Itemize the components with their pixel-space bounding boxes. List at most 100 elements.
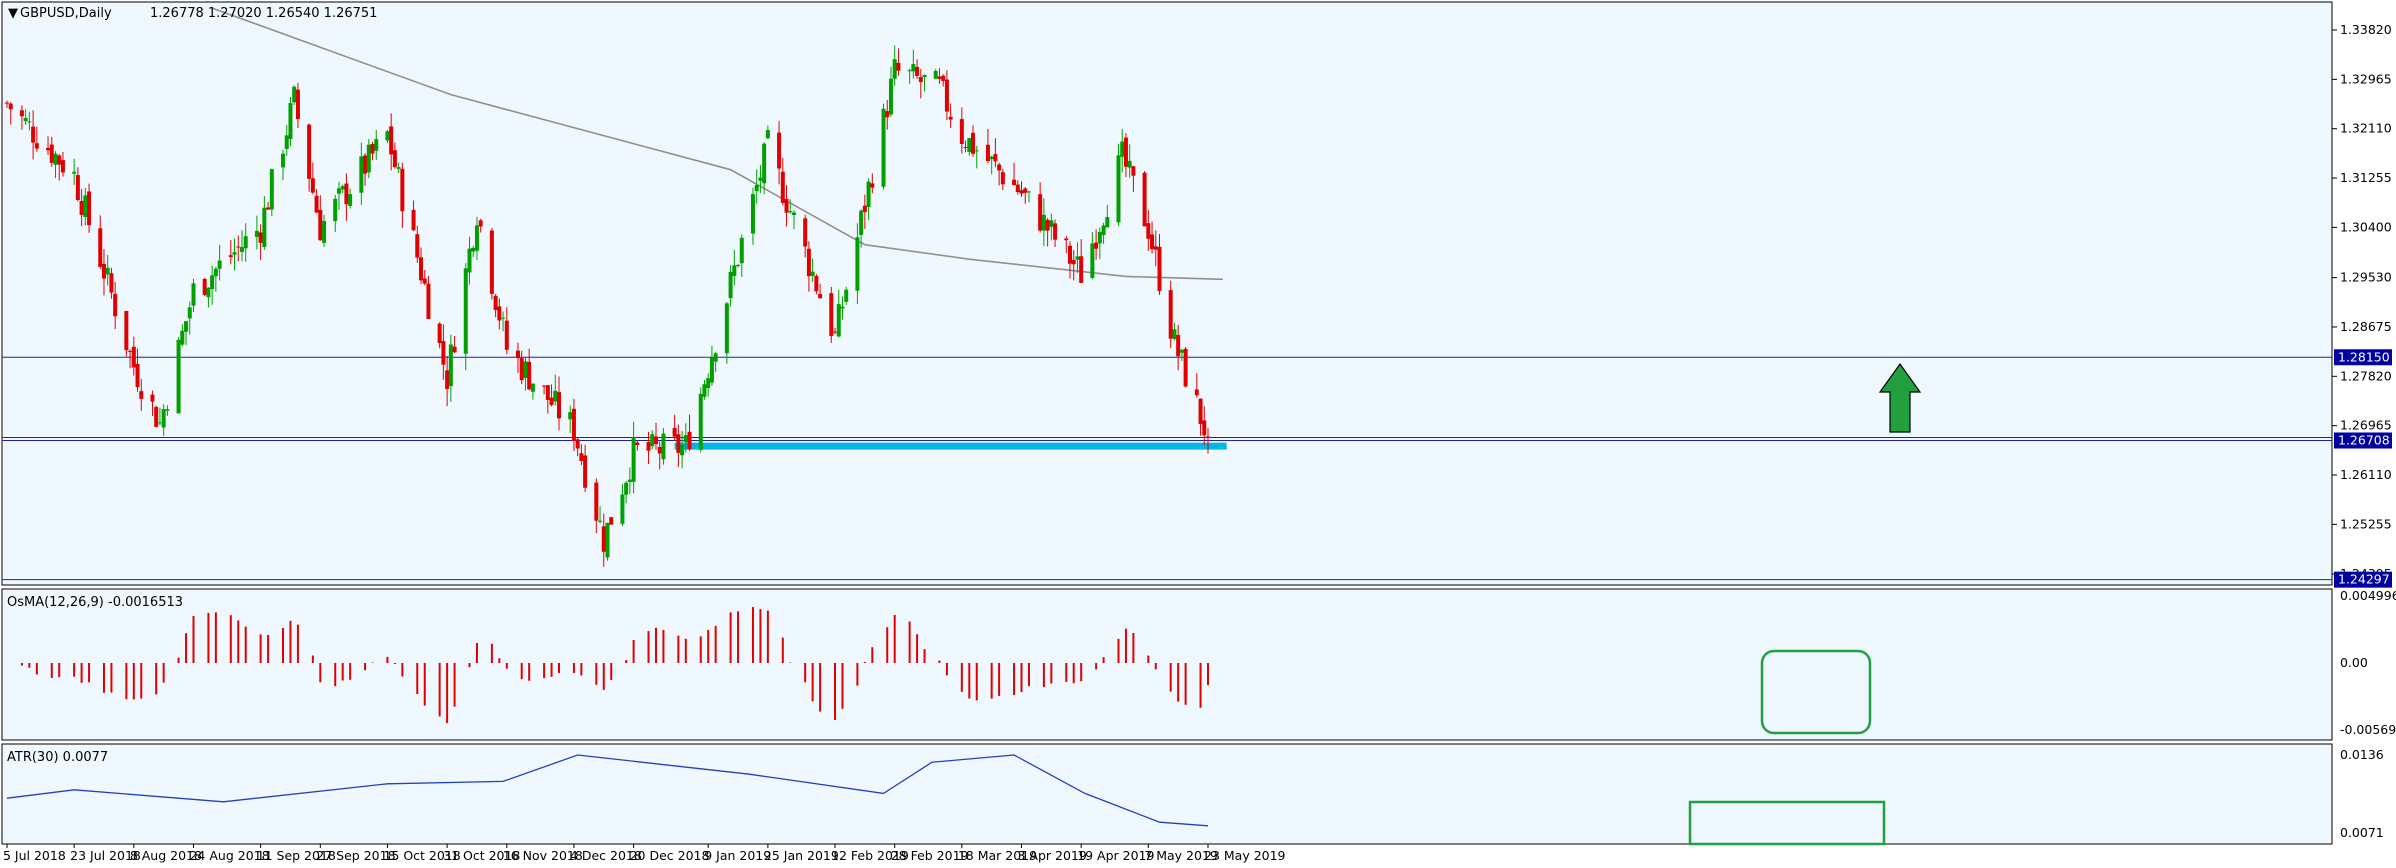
date-tick-label: 23 Jul 2018 <box>70 848 141 863</box>
candle-body <box>583 455 588 488</box>
candle-body <box>1168 290 1173 339</box>
candle-body <box>411 209 416 231</box>
candle-body <box>318 209 323 241</box>
atr-panel[interactable] <box>1 743 2333 845</box>
candle-body <box>1123 137 1128 167</box>
candle-body <box>463 268 468 354</box>
osma-panel[interactable] <box>1 588 2333 741</box>
candle-body <box>254 230 259 237</box>
candle-body <box>888 78 893 115</box>
candle-body <box>605 522 610 558</box>
candle-body <box>322 220 327 243</box>
candle-body <box>713 353 718 362</box>
candle-body <box>1105 217 1110 228</box>
candle-body <box>452 346 457 353</box>
price-tick-label: 1.30400 <box>2340 219 2392 234</box>
candle-body <box>53 153 58 165</box>
candle-body <box>762 143 767 184</box>
candle-body <box>370 143 375 154</box>
candle-body <box>1146 223 1151 239</box>
candle-body <box>997 164 1002 171</box>
candle-body <box>1026 191 1031 193</box>
dropdown-triangle-icon[interactable]: ▼ <box>8 6 18 21</box>
candle-body <box>1000 172 1005 185</box>
candle-body <box>739 237 744 264</box>
candle-body <box>295 89 300 120</box>
candle-body <box>1179 349 1184 353</box>
candle-body <box>750 194 755 234</box>
candle-body <box>228 255 233 258</box>
candle-body <box>993 154 998 162</box>
candle-body <box>736 264 741 266</box>
candle-body <box>422 278 427 284</box>
date-tick-label: 3 Apr 2019 <box>1018 848 1087 863</box>
candle-body <box>959 119 964 145</box>
candle-body <box>1015 184 1020 193</box>
candle-body <box>493 295 498 311</box>
candle-body <box>881 108 886 187</box>
candle-body <box>818 293 823 299</box>
candle-body <box>8 103 13 110</box>
candle-body <box>478 220 483 227</box>
candle-body <box>314 195 319 213</box>
price-tick-label: 1.25255 <box>2340 516 2392 531</box>
candle-body <box>109 273 114 293</box>
candle-body <box>971 132 976 154</box>
candle-body <box>210 275 215 290</box>
candle-body <box>896 62 901 71</box>
candle-body <box>396 167 401 169</box>
candle-body <box>310 178 315 193</box>
candle-body <box>840 306 845 309</box>
price-panel[interactable] <box>1 1 2333 586</box>
candle-body <box>489 230 494 294</box>
candle-body <box>635 442 640 446</box>
up-arrow-icon <box>1878 362 1922 433</box>
candle-body <box>262 207 267 247</box>
candle-body <box>1075 256 1080 260</box>
candle-body <box>497 306 502 321</box>
candle-body <box>366 144 371 173</box>
candle-body <box>594 482 599 521</box>
candle-body <box>568 412 573 420</box>
candle-body <box>650 434 655 447</box>
candle-body <box>515 350 520 359</box>
candle-body <box>217 260 222 269</box>
candle-body <box>135 364 140 388</box>
candle-body <box>829 293 834 336</box>
atr-tick-label: 0.0136 <box>2340 747 2384 762</box>
candle-body <box>571 408 576 441</box>
candle-body <box>1101 225 1106 236</box>
candle-body <box>941 75 946 81</box>
date-tick-label: 18 Mar 2019 <box>958 848 1037 863</box>
candle-body <box>501 317 506 319</box>
chart-ohlc: 1.26778 1.27020 1.26540 1.26751 <box>150 6 377 21</box>
candle-body <box>437 323 442 344</box>
candle-body <box>1045 219 1050 231</box>
candle-body <box>519 358 524 381</box>
candle-body <box>937 76 942 79</box>
candle-body <box>27 121 32 123</box>
candle-body <box>542 385 547 387</box>
candle-body <box>83 195 88 217</box>
candle-body <box>680 445 685 456</box>
candle-body <box>400 168 405 212</box>
candle-body <box>653 436 658 445</box>
candle-body <box>814 276 819 292</box>
candle-body <box>579 453 584 461</box>
candle-body <box>933 70 938 79</box>
candle-body <box>504 320 509 350</box>
candle-body <box>1206 436 1210 439</box>
candle-body <box>34 143 39 149</box>
candle-body <box>598 520 603 522</box>
candle-body <box>1049 220 1054 227</box>
price-tick-label: 1.28675 <box>2340 319 2392 334</box>
candle-body <box>1142 172 1147 227</box>
candle-body <box>258 232 263 243</box>
candle-body <box>232 252 237 255</box>
candle-body <box>523 361 528 378</box>
candle-body <box>791 212 796 215</box>
candle-body <box>1131 166 1136 176</box>
candle-body <box>113 293 118 317</box>
date-tick-label: 9 Jan 2019 <box>704 848 771 863</box>
